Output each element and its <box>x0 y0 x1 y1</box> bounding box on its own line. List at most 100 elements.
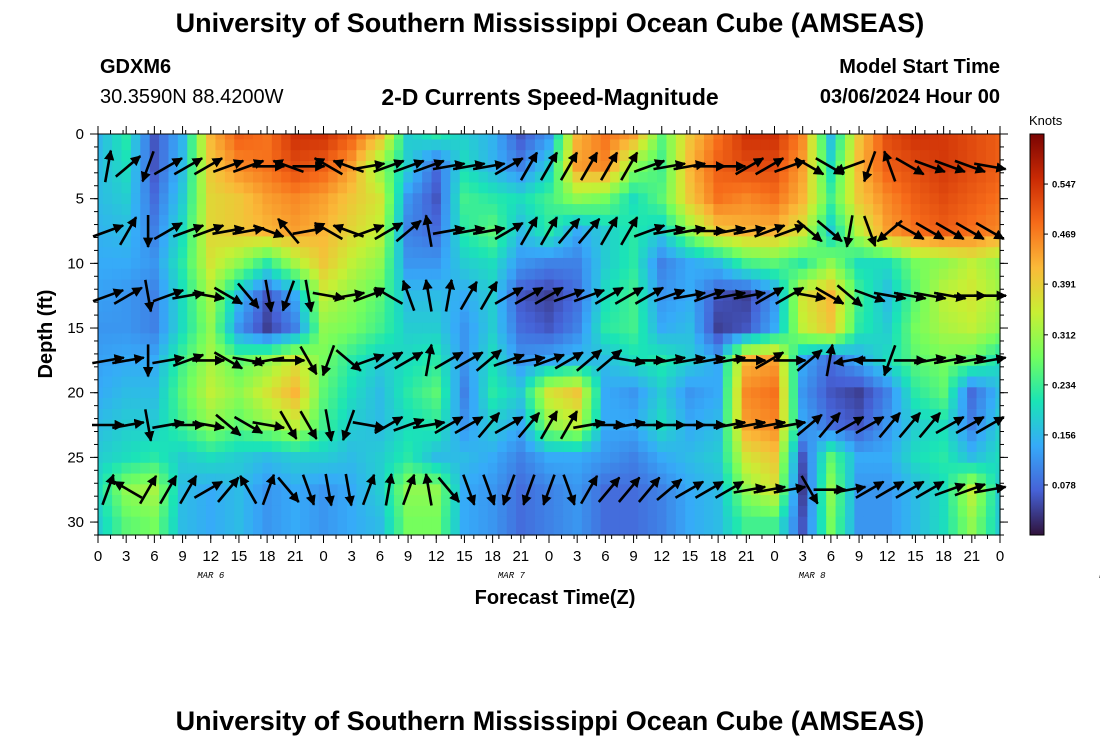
heatmap-cell <box>910 473 921 485</box>
heatmap-cell <box>788 225 799 238</box>
heatmap-cell <box>196 333 207 345</box>
heatmap-cell <box>112 268 123 281</box>
current-vector <box>353 223 385 238</box>
heatmap-cell <box>243 150 254 162</box>
heatmap-cell <box>196 398 207 410</box>
heatmap-cell <box>628 344 639 356</box>
heatmap-cell <box>826 204 837 216</box>
heatmap-cell <box>121 473 132 485</box>
heatmap-cell <box>346 462 357 475</box>
heatmap-cell <box>196 247 207 259</box>
heatmap-cell <box>290 462 301 475</box>
heatmap-cell <box>666 182 677 194</box>
heatmap-cell <box>281 452 292 464</box>
heatmap-cell <box>628 268 639 281</box>
heatmap-cell <box>206 214 217 227</box>
heatmap-cell <box>309 505 320 518</box>
heatmap-cell <box>938 430 949 442</box>
heatmap-cell <box>497 182 508 194</box>
heatmap-cell <box>901 247 912 259</box>
heatmap-cell <box>309 134 320 140</box>
current-vector <box>341 409 356 442</box>
heatmap-cell <box>647 311 658 324</box>
heatmap-cell <box>967 204 978 216</box>
heatmap-cell <box>300 387 311 399</box>
heatmap-cell <box>967 322 978 335</box>
current-vector <box>673 289 707 300</box>
heatmap-cell <box>130 160 141 173</box>
heatmap-cell <box>525 484 536 496</box>
current-vector <box>554 351 584 370</box>
heatmap-cell <box>431 150 442 162</box>
heatmap-cell <box>666 134 677 140</box>
heatmap-cell <box>243 268 254 281</box>
heatmap-cell <box>206 204 217 216</box>
heatmap-cell <box>497 419 508 432</box>
heatmap-cell <box>271 236 282 248</box>
heatmap-cell <box>440 441 451 453</box>
heatmap-cell <box>563 452 574 464</box>
heatmap-cell <box>910 204 921 216</box>
heatmap-cell <box>328 182 339 194</box>
heatmap-cell <box>610 225 621 238</box>
heatmap-cell <box>666 214 677 227</box>
heatmap-cell <box>844 247 855 259</box>
heatmap-cell <box>976 322 987 335</box>
current-vector <box>324 473 335 507</box>
heatmap-cell <box>516 301 527 313</box>
heatmap-cell <box>948 462 959 475</box>
heatmap-cell <box>450 247 461 259</box>
heatmap-cell <box>610 333 621 345</box>
heatmap-cell <box>487 236 498 248</box>
heatmap-cell <box>196 301 207 313</box>
heatmap-cell <box>403 344 414 356</box>
heatmap-cell <box>262 365 273 378</box>
heatmap-cell <box>657 452 668 464</box>
heatmap-cell <box>788 268 799 281</box>
heatmap-cell <box>957 214 968 227</box>
heatmap-cell <box>995 214 1001 227</box>
heatmap-cell <box>393 344 404 356</box>
heatmap-cell <box>704 139 715 151</box>
heatmap-cell <box>196 171 207 184</box>
heatmap-cell <box>337 204 348 216</box>
heatmap-cell <box>422 193 433 205</box>
heatmap-cell <box>920 484 931 496</box>
heatmap-cell <box>638 484 649 496</box>
heatmap-cell <box>412 365 423 378</box>
heatmap-cell <box>704 473 715 485</box>
heatmap-cell <box>384 139 395 151</box>
heatmap-cell <box>469 311 480 324</box>
heatmap-cell <box>234 430 245 442</box>
current-vector <box>434 415 464 435</box>
heatmap-cell <box>271 268 282 281</box>
heatmap-cell <box>506 171 517 184</box>
heatmap-cell <box>544 236 555 248</box>
heatmap-cell <box>610 452 621 464</box>
heatmap-cell <box>854 257 865 270</box>
heatmap-cell <box>112 150 123 162</box>
heatmap-cell <box>290 225 301 238</box>
heatmap-cell <box>995 236 1001 248</box>
heatmap-cell <box>938 516 949 536</box>
heatmap-cell <box>159 516 170 536</box>
current-vector <box>599 216 619 246</box>
heatmap-cell <box>638 365 649 378</box>
heatmap-cell <box>422 290 433 302</box>
heatmap-cell <box>450 484 461 496</box>
heatmap-cell <box>403 333 414 345</box>
heatmap-cell <box>704 182 715 194</box>
heatmap-cell <box>365 441 376 453</box>
current-vector <box>140 150 155 183</box>
heatmap-cell <box>741 134 752 140</box>
heatmap-cell <box>478 311 489 324</box>
heatmap-cell <box>666 344 677 356</box>
heatmap-cell <box>591 225 602 238</box>
heatmap-cell <box>854 408 865 421</box>
heatmap-cell <box>328 354 339 367</box>
heatmap-cell <box>140 268 151 281</box>
heatmap-cell <box>506 247 517 259</box>
heatmap-cell <box>779 452 790 464</box>
heatmap-cell <box>159 193 170 205</box>
heatmap-cell <box>863 365 874 378</box>
